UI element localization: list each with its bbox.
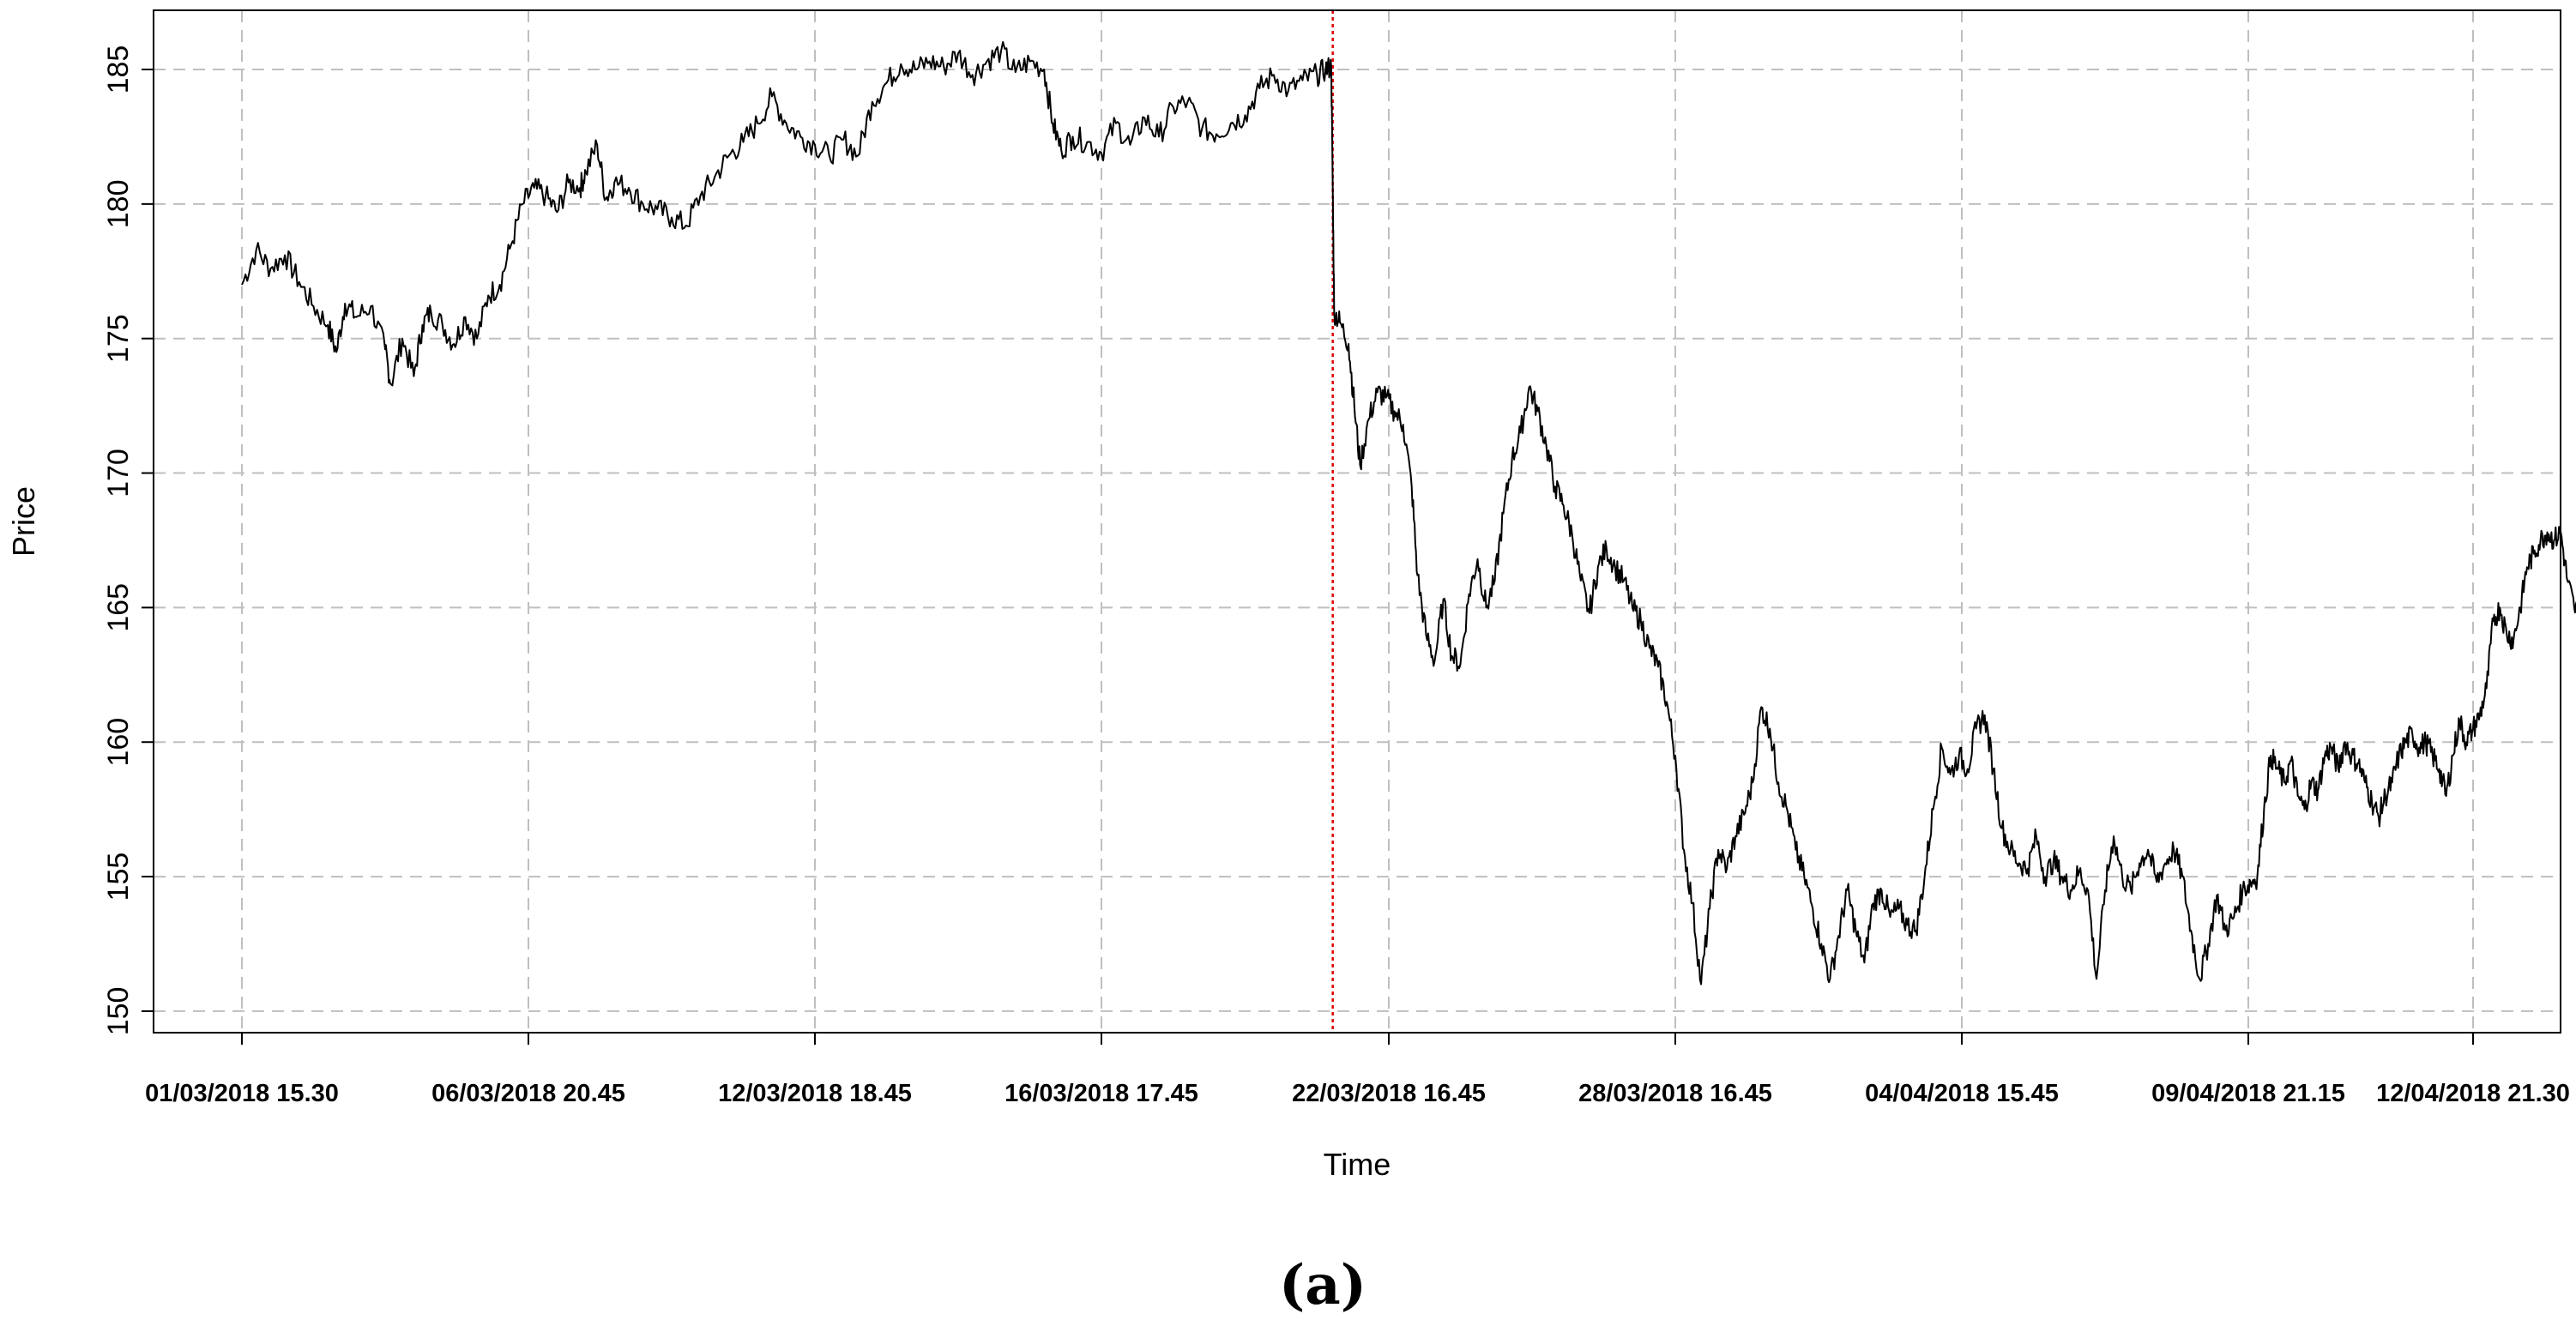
y-tick-label: 155 [102, 853, 135, 901]
figure-caption: (a) [1279, 1253, 1366, 1317]
x-tick-label: 22/03/2018 16.45 [1292, 1080, 1486, 1107]
y-tick-label: 160 [102, 718, 135, 767]
grid [153, 10, 2561, 1033]
x-tick-label: 12/04/2018 21.30 [2376, 1080, 2570, 1107]
price-line [241, 41, 2576, 985]
y-axis-title: Price [6, 486, 41, 557]
x-axis-title: Time [1324, 1147, 1391, 1182]
y-tick-label: 180 [102, 179, 135, 228]
x-tick-label: 28/03/2018 16.45 [1578, 1080, 1772, 1107]
price-series [241, 41, 2576, 985]
x-tick-label: 09/04/2018 21.15 [2151, 1080, 2345, 1107]
plot-frame [153, 9, 2561, 1034]
x-tick-label: 16/03/2018 17.45 [1004, 1080, 1198, 1107]
y-tick-label: 175 [102, 314, 135, 363]
y-axis: 150 155 160 165 170 175 180 185 [102, 45, 154, 1036]
y-tick-label: 165 [102, 583, 135, 632]
x-tick-label: 12/03/2018 18.45 [718, 1080, 912, 1107]
x-tick-label: 04/04/2018 15.45 [1865, 1080, 2059, 1107]
y-tick-label: 185 [102, 45, 135, 94]
y-tick-label: 170 [102, 449, 135, 497]
y-tick-label: 150 [102, 987, 135, 1036]
x-tick-label: 06/03/2018 20.45 [431, 1080, 625, 1107]
x-axis: 01/03/2018 15.30 06/03/2018 20.45 12/03/20… [145, 1033, 2570, 1107]
x-tick-label: 01/03/2018 15.30 [145, 1080, 339, 1107]
